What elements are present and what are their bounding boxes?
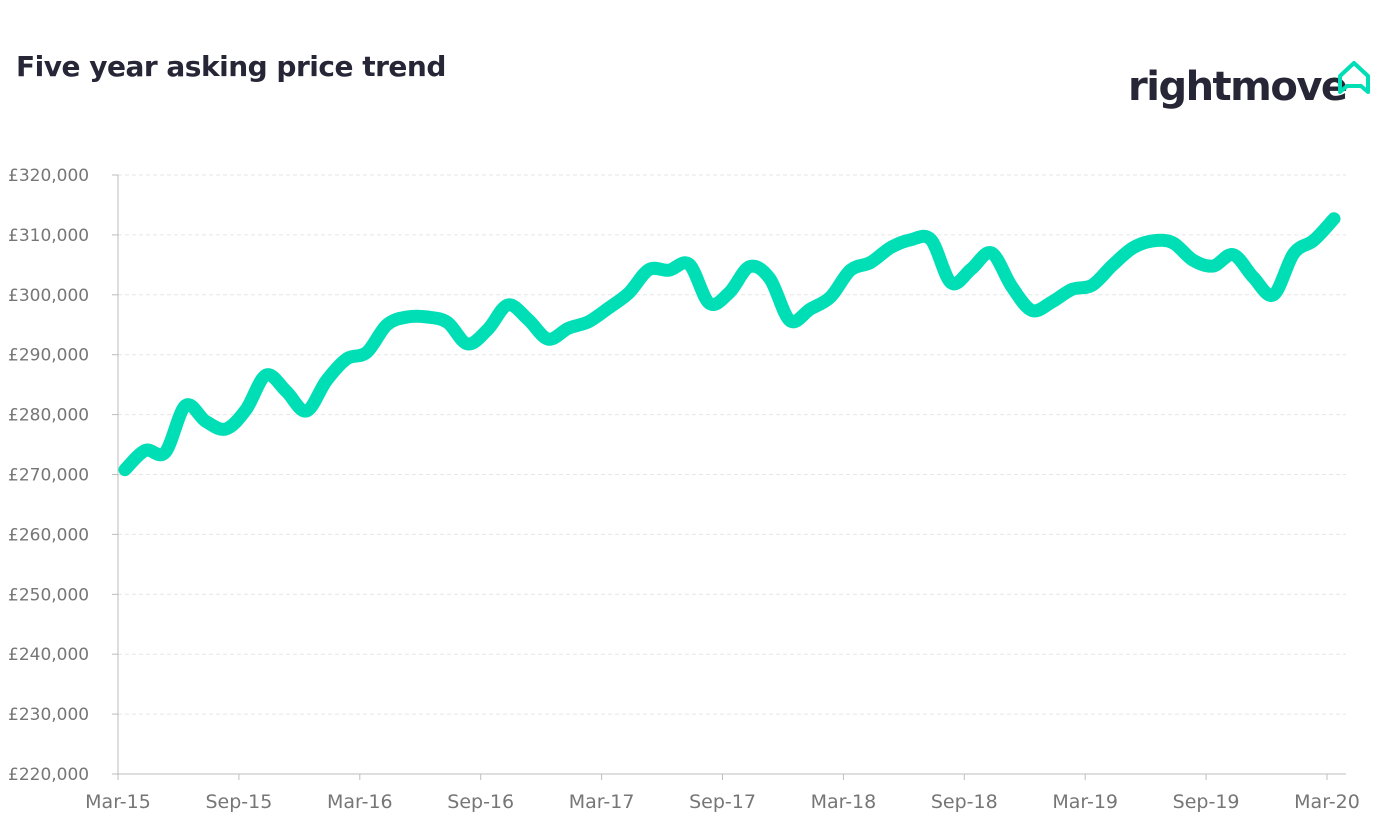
x-tick-label: Mar-18 bbox=[811, 791, 877, 813]
y-axis-ticks: £220,000 £230,000 £240,000 £250,000 £260,000… bbox=[8, 166, 118, 785]
y-tick-label: £290,000 bbox=[8, 346, 89, 366]
x-tick-label: Sep-15 bbox=[205, 791, 272, 813]
x-tick-label: Mar-19 bbox=[1052, 791, 1118, 813]
x-tick-label: Mar-16 bbox=[327, 791, 393, 813]
logo-text: rightmove bbox=[1128, 64, 1348, 110]
x-tick-label: Mar-15 bbox=[85, 791, 151, 813]
x-tick-label: Mar-17 bbox=[569, 791, 635, 813]
y-tick-label: £300,000 bbox=[8, 286, 89, 306]
x-tick-label: Sep-19 bbox=[1173, 791, 1240, 813]
y-tick-label: £260,000 bbox=[8, 525, 89, 545]
y-tick-label: £320,000 bbox=[8, 166, 89, 186]
x-axis-ticks: Mar-15 Sep-15 Mar-16 Sep-16 Mar-17 Sep-17 Mar-… bbox=[85, 774, 1360, 813]
y-tick-label: £250,000 bbox=[8, 585, 89, 605]
x-tick-label: Mar-20 bbox=[1294, 791, 1360, 813]
rightmove-logo[interactable]: rightmove bbox=[1128, 58, 1373, 114]
y-tick-label: £310,000 bbox=[8, 226, 89, 246]
y-tick-label: £280,000 bbox=[8, 406, 89, 426]
y-tick-label: £270,000 bbox=[8, 466, 89, 486]
y-tick-label: £230,000 bbox=[8, 705, 89, 725]
x-tick-label: Sep-18 bbox=[931, 791, 998, 813]
house-outline-icon bbox=[1338, 61, 1370, 94]
price-trend-line bbox=[118, 212, 1341, 477]
x-tick-label: Sep-16 bbox=[447, 791, 514, 813]
y-tick-label: £240,000 bbox=[8, 645, 89, 665]
y-tick-label: £220,000 bbox=[8, 765, 89, 785]
x-tick-label: Sep-17 bbox=[689, 791, 756, 813]
gridlines bbox=[118, 174, 1346, 715]
chart-title: Five year asking price trend bbox=[16, 50, 446, 83]
